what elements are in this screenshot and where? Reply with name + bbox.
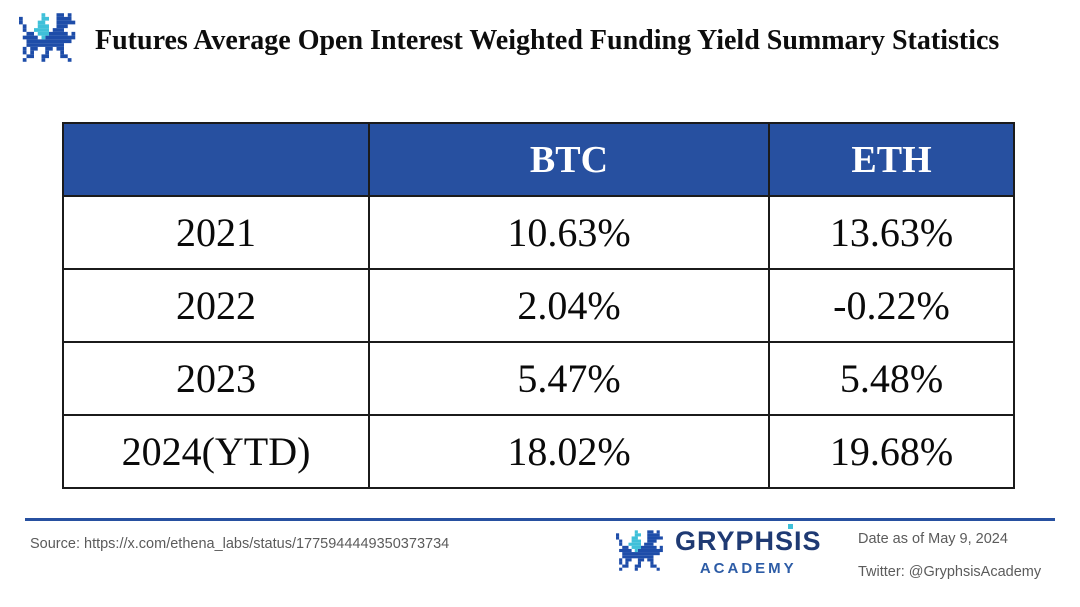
gryphsis-dragon-icon	[19, 13, 79, 62]
date-text: Date as of May 9, 2024	[858, 531, 1008, 547]
table-header-row: BTC ETH	[62, 122, 1015, 197]
btc-value-cell: 2.04%	[368, 268, 770, 343]
btc-value-cell: 10.63%	[368, 195, 770, 270]
logo-name: GRYPHSIS	[675, 524, 822, 556]
funding-yield-table: BTC ETH 2021 10.63% 13.63% 2022 2.04% -0…	[62, 122, 1015, 489]
header-cell-empty	[62, 122, 370, 197]
table-row: 2021 10.63% 13.63%	[62, 195, 1015, 270]
logo-subtitle: ACADEMY	[699, 559, 797, 577]
btc-value-cell: 5.47%	[368, 341, 770, 416]
header-cell-eth: ETH	[768, 122, 1015, 197]
header-cell-btc: BTC	[368, 122, 770, 197]
page-title: Futures Average Open Interest Weighted F…	[95, 25, 1000, 56]
footer-meta: Date as of May 9, 2024 Twitter: @Gryphsi…	[858, 531, 1041, 580]
eth-value-cell: 13.63%	[768, 195, 1015, 270]
gryphsis-dragon-icon	[616, 530, 666, 571]
table-row: 2022 2.04% -0.22%	[62, 268, 1015, 343]
year-cell: 2021	[62, 195, 370, 270]
year-cell: 2023	[62, 341, 370, 416]
eth-value-cell: 19.68%	[768, 414, 1015, 489]
eth-value-cell: -0.22%	[768, 268, 1015, 343]
year-cell: 2024(YTD)	[62, 414, 370, 489]
footer-divider	[25, 518, 1055, 521]
gryphsis-academy-logo: GRYPHSIS ACADEMY	[616, 524, 822, 577]
eth-value-cell: 5.48%	[768, 341, 1015, 416]
source-text: Source: https://x.com/ethena_labs/status…	[30, 536, 450, 552]
year-cell: 2022	[62, 268, 370, 343]
logo-i-dot-accent	[787, 524, 793, 529]
table-row: 2023 5.47% 5.48%	[62, 341, 1015, 416]
table-row: 2024(YTD) 18.02% 19.68%	[62, 414, 1015, 489]
btc-value-cell: 18.02%	[368, 414, 770, 489]
twitter-text: Twitter: @GryphsisAcademy	[858, 564, 1042, 580]
